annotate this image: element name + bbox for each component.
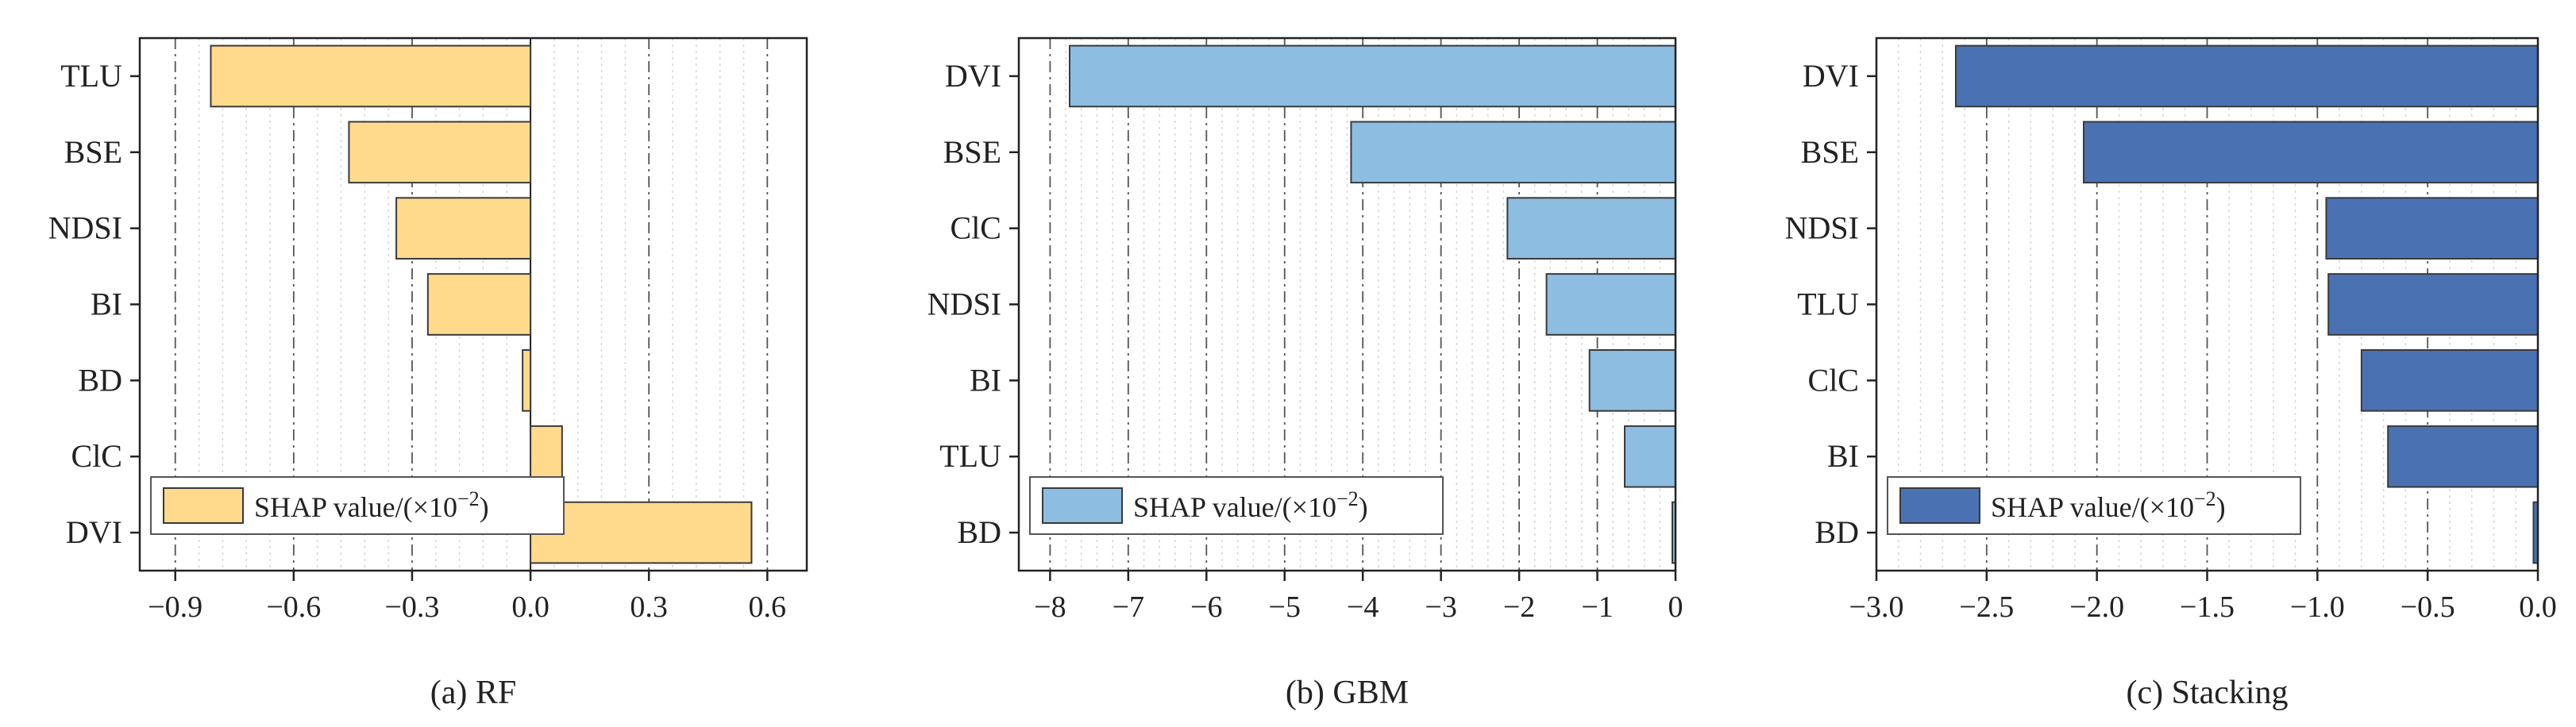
x-tick-label: 0.3: [630, 590, 668, 624]
x-tick-label: 0.6: [749, 590, 787, 624]
category-label-dvi: DVI: [1803, 58, 1859, 94]
chart-panel-3: DVI BSE NDSI TLU ClC BI BD −3.0 −2.5 −2.0 −1.5 −1.0…: [1785, 37, 2557, 711]
legend-swatch: [163, 487, 244, 524]
bar-dvi: [1954, 44, 2539, 108]
axes-frame: [138, 37, 808, 572]
axes-frame: [1017, 37, 1677, 572]
x-tick-label: −0.5: [2401, 590, 2455, 624]
category-label-bse: BSE: [64, 134, 122, 170]
legend-text: SHAP value/(×10: [1991, 491, 2194, 523]
x-tick-label: −2.5: [1959, 590, 2014, 624]
bar-bi: [1588, 349, 1677, 412]
bar-tlu: [1624, 425, 1677, 488]
category-label-bse: BSE: [943, 134, 1001, 170]
x-tick-label: −2.0: [2069, 590, 2124, 624]
legend-close: ): [480, 491, 489, 523]
legend: SHAP value/(×10−2): [1887, 476, 2301, 535]
bar-dvi: [530, 501, 753, 564]
bar-clc: [1506, 197, 1677, 260]
bar-dvi: [1068, 44, 1676, 108]
x-tick-label: −2: [1503, 590, 1535, 624]
bar-bi: [2387, 425, 2539, 488]
panel-caption: (b) GBM: [1286, 675, 1409, 711]
chart-panel-2: DVI BSE ClC NDSI BI TLU BD −8 −7 −6 −5 −4 −3 −2 −1 0 SHA…: [927, 37, 1683, 711]
bar-ndsi: [1545, 273, 1677, 336]
bar-bse: [1350, 121, 1676, 184]
category-label-bd: BD: [78, 362, 122, 398]
bar-tlu: [210, 44, 532, 108]
x-tick-label: −5: [1269, 590, 1301, 624]
category-label-ndsi: NDSI: [48, 210, 122, 246]
x-tick-label: 0.0: [2519, 590, 2557, 624]
legend-close: ): [1359, 491, 1368, 523]
chart-panel-1: TLU BSE NDSI BI BD ClC DVI −0.9 −0.6 −0.3 0.0 0.3 0.…: [48, 37, 808, 711]
bar-ndsi: [395, 197, 532, 260]
category-label-clc: ClC: [1808, 362, 1859, 398]
category-label-clc: ClC: [71, 438, 122, 474]
bar-bd: [522, 349, 532, 412]
x-tick-label: −0.3: [384, 590, 439, 624]
legend: SHAP value/(×10−2): [1029, 476, 1444, 535]
category-label-bi: BI: [970, 362, 1001, 398]
x-tick-label: −6: [1190, 590, 1222, 624]
category-label-bd: BD: [1814, 514, 1859, 550]
x-tick-label: −3.0: [1849, 590, 1904, 624]
legend-exponent: −2: [457, 487, 480, 510]
category-label-tlu: TLU: [939, 438, 1001, 474]
bar-clc: [2360, 349, 2539, 412]
x-tick-label: −3: [1425, 590, 1456, 624]
category-label-bi: BI: [91, 287, 122, 322]
x-tick-label: 0.0: [511, 590, 550, 624]
legend-label: SHAP value/(×10−2): [1133, 487, 1368, 523]
category-label-ndsi: NDSI: [927, 287, 1001, 322]
x-tick-label: −0.9: [148, 590, 202, 624]
x-tick-label: 0: [1668, 590, 1683, 624]
bar-tlu: [2327, 273, 2539, 336]
category-label-ndsi: NDSI: [1785, 210, 1859, 246]
legend-exponent: −2: [1336, 487, 1359, 510]
bar-ndsi: [2325, 197, 2539, 260]
axes-frame: [1875, 37, 2539, 572]
x-tick-label: −4: [1347, 590, 1379, 624]
bar-bi: [426, 273, 532, 336]
bar-bse: [2083, 121, 2539, 184]
x-tick-label: −1: [1581, 590, 1613, 624]
legend-label: SHAP value/(×10−2): [1991, 487, 2226, 523]
bar-bse: [348, 121, 532, 184]
panel-caption: (a) RF: [430, 675, 517, 711]
category-label-dvi: DVI: [945, 58, 1001, 94]
x-tick-label: −1.5: [2180, 590, 2235, 624]
x-tick-label: −7: [1113, 590, 1144, 624]
category-label-bd: BD: [957, 514, 1001, 550]
category-label-bse: BSE: [1801, 134, 1859, 170]
legend-label: SHAP value/(×10−2): [254, 487, 489, 523]
legend: SHAP value/(×10−2): [150, 476, 565, 535]
category-label-clc: ClC: [951, 210, 1001, 246]
category-label-bi: BI: [1827, 438, 1859, 474]
category-label-tlu: TLU: [1797, 287, 1859, 322]
category-label-dvi: DVI: [66, 514, 122, 550]
legend-swatch: [1899, 487, 1980, 524]
legend-swatch: [1042, 487, 1123, 524]
legend-exponent: −2: [2194, 487, 2216, 510]
panel-caption: (c) Stacking: [2126, 675, 2288, 711]
x-tick-label: −1.0: [2290, 590, 2345, 624]
legend-text: SHAP value/(×10: [1133, 491, 1336, 523]
x-tick-label: −0.6: [266, 590, 321, 624]
category-label-tlu: TLU: [60, 58, 122, 94]
legend-text: SHAP value/(×10: [254, 491, 457, 523]
x-tick-label: −8: [1034, 590, 1066, 624]
legend-close: ): [2216, 491, 2226, 523]
